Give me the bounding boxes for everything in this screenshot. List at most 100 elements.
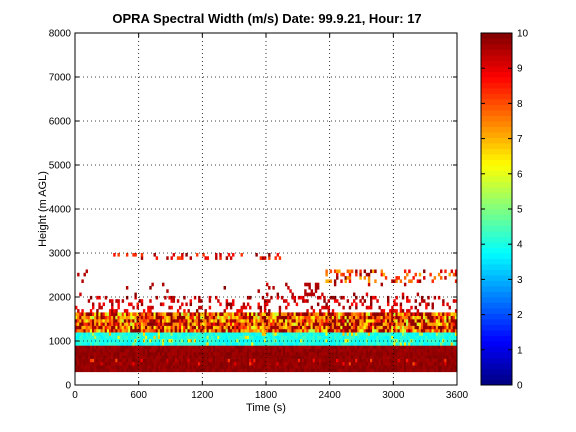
heatmap-cell	[450, 315, 454, 320]
heatmap-cell	[376, 299, 379, 303]
heatmap-cell	[380, 352, 384, 356]
heatmap-cell	[261, 352, 265, 356]
heatmap-cell	[217, 365, 220, 369]
heatmap-cell	[134, 292, 137, 297]
heatmap-cell	[215, 338, 218, 343]
heatmap-cell	[289, 289, 292, 293]
heatmap-cell	[297, 368, 301, 373]
heatmap-cell	[212, 325, 216, 330]
heatmap-cell	[408, 338, 411, 343]
heatmap-cell	[96, 338, 99, 343]
heatmap-cell	[94, 319, 97, 323]
heatmap-cell	[285, 322, 288, 326]
heatmap-cell	[83, 365, 86, 369]
heatmap-cell	[270, 319, 273, 323]
heatmap-cell	[282, 335, 286, 340]
heatmap-cell	[431, 328, 434, 333]
heatmap-cell	[386, 312, 390, 316]
heatmap-cell	[183, 335, 186, 340]
heatmap-cell	[136, 338, 139, 343]
heatmap-cell	[454, 345, 458, 349]
heatmap-cell	[172, 332, 176, 336]
heatmap-cell	[295, 368, 299, 373]
heatmap-cell	[121, 352, 125, 356]
heatmap-cell	[433, 295, 437, 300]
heatmap-cell	[276, 335, 280, 340]
heatmap-cell	[310, 335, 313, 340]
heatmap-cell	[125, 312, 129, 316]
heatmap-cell	[164, 352, 167, 356]
heatmap-cell	[416, 319, 420, 323]
heatmap-cell	[253, 338, 256, 343]
heatmap-cell	[382, 338, 386, 343]
heatmap-cell	[346, 335, 350, 340]
heatmap-cell	[208, 322, 212, 326]
heatmap-cell	[293, 361, 297, 366]
heatmap-cell	[234, 361, 237, 366]
heatmap-cell	[172, 315, 176, 320]
heatmap-cell	[314, 355, 318, 359]
heatmap-cell	[323, 348, 326, 353]
heatmap-cell	[325, 348, 328, 353]
heatmap-cell	[344, 325, 347, 330]
heatmap-cell	[391, 365, 394, 369]
heatmap-cell	[437, 315, 441, 320]
heatmap-cell	[159, 345, 163, 349]
heatmap-cell	[94, 352, 97, 356]
heatmap-cell	[440, 328, 443, 333]
heatmap-cell	[423, 355, 426, 359]
heatmap-cell	[327, 325, 330, 330]
heatmap-cell	[406, 315, 409, 320]
heatmap-cell	[223, 368, 226, 373]
heatmap-cell	[183, 295, 186, 300]
heatmap-cell	[321, 332, 324, 336]
heatmap-cell	[249, 368, 252, 373]
heatmap-cell	[412, 361, 415, 366]
heatmap-cell	[134, 358, 137, 363]
colorbar-segment	[481, 363, 512, 369]
heatmap-cell	[238, 361, 241, 366]
heatmap-cell	[117, 315, 120, 320]
heatmap-cell	[427, 368, 430, 373]
heatmap-cell	[374, 335, 377, 340]
heatmap-cell	[96, 309, 99, 313]
heatmap-cell	[168, 332, 171, 336]
heatmap-cell	[185, 322, 188, 326]
heatmap-cell	[397, 358, 400, 363]
heatmap-cell	[450, 348, 454, 353]
heatmap-cell	[128, 348, 131, 353]
heatmap-cell	[198, 368, 201, 373]
colorbar-segment	[481, 335, 512, 342]
heatmap-cell	[378, 348, 381, 353]
heatmap-cell	[91, 325, 95, 330]
heatmap-cell	[333, 325, 337, 330]
heatmap-cell	[176, 358, 180, 363]
heatmap-cell	[263, 315, 267, 320]
heatmap-cell	[117, 332, 120, 336]
heatmap-cell	[113, 315, 116, 320]
heatmap-cell	[219, 368, 222, 373]
heatmap-cell	[89, 352, 93, 356]
heatmap-cell	[204, 338, 207, 343]
heatmap-cell	[268, 322, 271, 326]
heatmap-cell	[106, 361, 110, 366]
heatmap-cell	[312, 315, 316, 320]
heatmap-cell	[189, 348, 193, 353]
heatmap-cell	[208, 358, 212, 363]
heatmap-cell	[94, 355, 97, 359]
heatmap-cell	[350, 348, 354, 353]
heatmap-cell	[100, 352, 103, 356]
heatmap-cell	[115, 322, 118, 326]
heatmap-cell	[367, 358, 371, 363]
y-tick-label: 0	[65, 381, 71, 392]
heatmap-cell	[151, 365, 154, 369]
heatmap-cell	[200, 332, 203, 336]
heatmap-cell	[416, 279, 420, 283]
heatmap-cell	[384, 355, 388, 359]
heatmap-cell	[386, 368, 390, 373]
heatmap-cell	[329, 358, 333, 363]
heatmap-cell	[251, 315, 254, 320]
heatmap-cell	[193, 348, 197, 353]
heatmap-cell	[236, 332, 239, 336]
heatmap-cell	[172, 328, 176, 333]
